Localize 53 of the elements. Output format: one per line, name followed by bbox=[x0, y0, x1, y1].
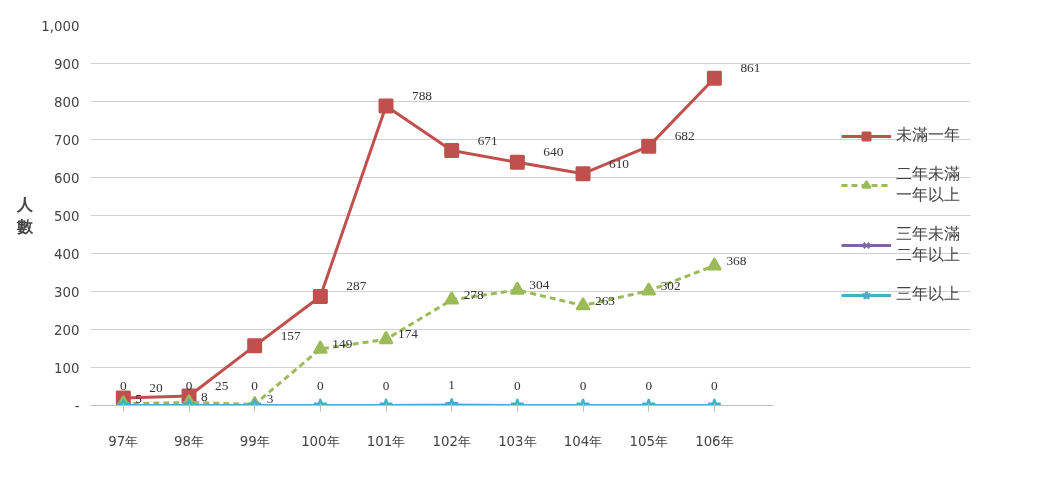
y-tick-label: - bbox=[74, 398, 80, 414]
y-tick-label: 200 bbox=[54, 322, 80, 338]
data-label: 174 bbox=[398, 326, 419, 342]
data-label: 0 bbox=[317, 377, 325, 393]
data-label: 0 bbox=[711, 377, 719, 393]
data-label: 0 bbox=[579, 377, 587, 393]
x-tick-label: 104年 bbox=[563, 433, 603, 449]
data-label: 0 bbox=[514, 377, 522, 393]
data-label: 278 bbox=[463, 286, 485, 302]
y-tick-label: 400 bbox=[54, 246, 80, 262]
data-label: 788 bbox=[412, 88, 433, 104]
x-tick-label: 105年 bbox=[629, 433, 668, 449]
y-tick-label: 800 bbox=[54, 94, 80, 110]
data-label: 302 bbox=[660, 277, 681, 293]
data-label: 682 bbox=[674, 128, 695, 144]
legend-label: 三年未滿二年以上 bbox=[896, 224, 960, 266]
data-label: 0 bbox=[382, 377, 390, 393]
x-tick-label: 102年 bbox=[432, 433, 471, 449]
data-label: 861 bbox=[740, 60, 761, 76]
x-tick-label: 97年 bbox=[108, 433, 139, 449]
legend-label: 未滿一年 bbox=[896, 125, 960, 146]
legend-label: 三年以上 bbox=[896, 284, 960, 305]
data-label: 8 bbox=[201, 389, 209, 405]
data-label: 368 bbox=[726, 252, 747, 268]
data-label: 287 bbox=[346, 278, 367, 294]
y-tick-label: 900 bbox=[54, 56, 80, 72]
data-label: 0 bbox=[251, 377, 259, 393]
data-label: 671 bbox=[477, 132, 498, 148]
y-tick-label: 1,000 bbox=[41, 18, 80, 34]
data-label: 0 bbox=[645, 377, 653, 393]
data-label: 3 bbox=[266, 391, 274, 407]
data-label: 0 bbox=[120, 377, 127, 393]
y-tick-label: 700 bbox=[54, 132, 80, 148]
data-label: 25 bbox=[215, 378, 229, 393]
x-tick-label: 98年 bbox=[174, 433, 204, 449]
data-label: 20 bbox=[149, 379, 163, 395]
y-tick-label: 600 bbox=[54, 170, 80, 186]
data-label: 610 bbox=[609, 155, 630, 171]
x-tick-label: 103年 bbox=[498, 433, 537, 449]
data-label: 640 bbox=[543, 144, 564, 160]
y-tick-label: 500 bbox=[54, 208, 80, 224]
data-label: 157 bbox=[280, 327, 302, 343]
x-tick-label: 106年 bbox=[695, 433, 734, 449]
x-tick-label: 100年 bbox=[301, 433, 340, 449]
data-label: 0 bbox=[185, 377, 193, 393]
data-label: 304 bbox=[529, 276, 550, 292]
y-tick-label: 100 bbox=[54, 360, 80, 376]
x-tick-label: 101年 bbox=[366, 433, 406, 449]
legend-label: 二年未滿一年以上 bbox=[896, 164, 960, 206]
y-axis-title: 人數 bbox=[16, 194, 35, 237]
y-tick-label: 300 bbox=[54, 284, 80, 300]
x-tick-label: 99年 bbox=[239, 433, 270, 449]
data-label: 1 bbox=[448, 377, 456, 393]
